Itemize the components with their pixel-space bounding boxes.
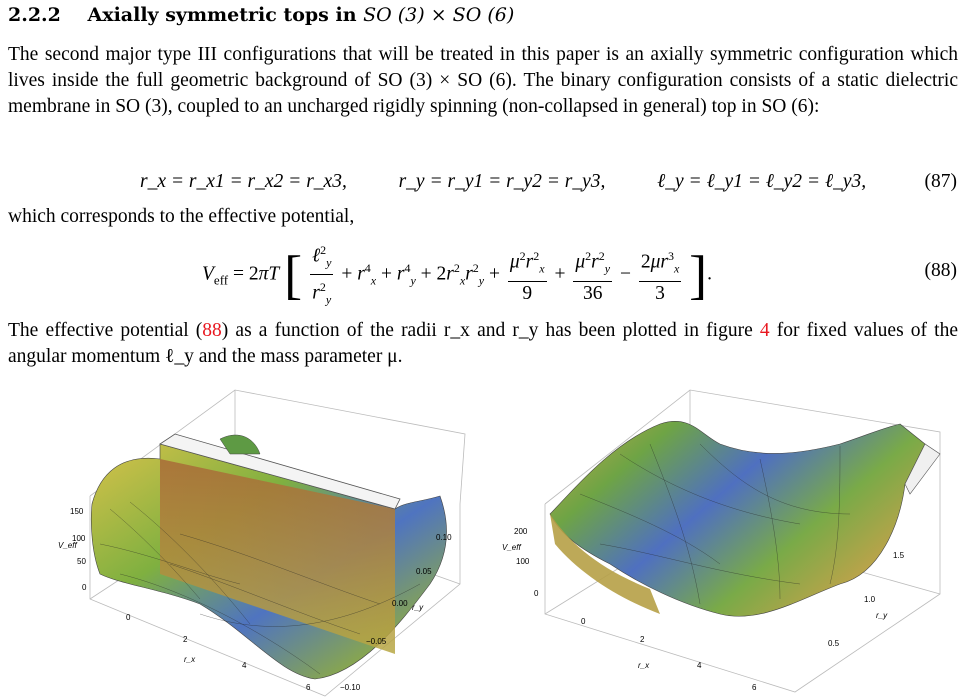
left-ztick-150: 150: [70, 507, 84, 516]
figure-plots: 150 V_eff 100 50 0 0 2 r_x 4 6 0.10 0.05…: [58, 389, 941, 697]
eq87-part1: r_x = r_x1 = r_x2 = r_x3,: [140, 171, 347, 192]
plot-right-underside: [550, 514, 660, 614]
right-ztick-0: 0: [534, 589, 539, 598]
left-xtick-4: 4: [242, 661, 247, 670]
p3-text-a: The effective potential (: [8, 320, 203, 341]
eq87-part3: ℓ_y = ℓ_y1 = ℓ_y2 = ℓ_y3,: [657, 171, 867, 192]
plot-right-mesh: [579, 443, 851, 605]
p3-text-b: ) as a function of the radii r_x and r_y…: [221, 320, 760, 341]
right-xtick-0: 0: [581, 617, 586, 626]
left-ztick-100: 100: [72, 534, 86, 543]
left-ztick-0: 0: [82, 583, 87, 592]
section-title: Axially symmetric tops in: [87, 4, 357, 26]
plot-left-back-bump: [219, 434, 261, 455]
plot-left-wall: [160, 459, 395, 654]
section-number: 2.2.2: [8, 4, 61, 26]
equation-number-88: (88): [924, 260, 958, 281]
paragraph-intro: The second major type III configurations…: [8, 44, 958, 117]
left-xtick-2: 2: [183, 635, 188, 644]
equation-number-87: (87): [924, 171, 958, 192]
plot-right-lip: [904, 443, 941, 495]
left-xlabel: r_x: [184, 655, 196, 664]
left-ytick-2: 0.00: [392, 599, 408, 608]
eq87-part2: r_y = r_y1 = r_y2 = r_y3,: [398, 171, 606, 192]
plot-left: 150 V_eff 100 50 0 0 2 r_x 4 6 0.10 0.05…: [58, 389, 466, 697]
right-ytick-1.5: 1.5: [893, 551, 905, 560]
right-ytick-1.0: 1.0: [864, 595, 876, 604]
right-ztick-100: 100: [516, 557, 530, 566]
section-title-math: SO (3) × SO (6): [363, 4, 515, 26]
right-xtick-2: 2: [640, 635, 645, 644]
paragraph-effective-potential: which corresponds to the effective poten…: [8, 206, 355, 227]
plot-right: 200 V_eff 100 0 0 2 r_x 4 6 1.5 1.0 r_y …: [502, 389, 941, 693]
figure-ref-link[interactable]: 4: [759, 320, 770, 341]
left-ztick-50: 50: [77, 557, 86, 566]
right-ytick-0.5: 0.5: [828, 639, 840, 648]
right-ztick-200: 200: [514, 527, 528, 536]
left-zlabel: V_eff: [58, 541, 77, 550]
right-xtick-6: 6: [752, 683, 757, 692]
equation-87: r_x = r_x1 = r_x2 = r_x3, r_y = r_y1 = r…: [140, 171, 866, 193]
paragraph-figure-description: The effective potential (88) as a functi…: [8, 318, 958, 370]
right-xlabel: r_x: [638, 661, 650, 670]
right-zlabel: V_eff: [502, 543, 521, 552]
plot-left-mesh: [99, 501, 421, 675]
section-heading: 2.2.2 Axially symmetric tops in SO (3) ×…: [8, 4, 514, 26]
left-xtick-6: 6: [306, 683, 311, 692]
equation-88: Veff = 2πT [ ℓ2y r2y + r4x + r4y + 2r2xr2…: [202, 238, 712, 312]
plot-left-cap: [159, 433, 401, 510]
left-ytick-0: 0.10: [436, 533, 452, 542]
p3-text-c: for fixed values of the angular momentum…: [8, 320, 958, 367]
left-ytick-4: −0.10: [340, 683, 361, 692]
right-ylabel: r_y: [876, 611, 888, 620]
left-ytick-3: −0.05: [366, 637, 387, 646]
right-xtick-4: 4: [697, 661, 702, 670]
left-xtick-0: 0: [126, 613, 131, 622]
left-ytick-1: 0.05: [416, 567, 432, 576]
left-ylabel: r_y: [412, 603, 424, 612]
equation-ref-link[interactable]: 88: [202, 320, 222, 341]
